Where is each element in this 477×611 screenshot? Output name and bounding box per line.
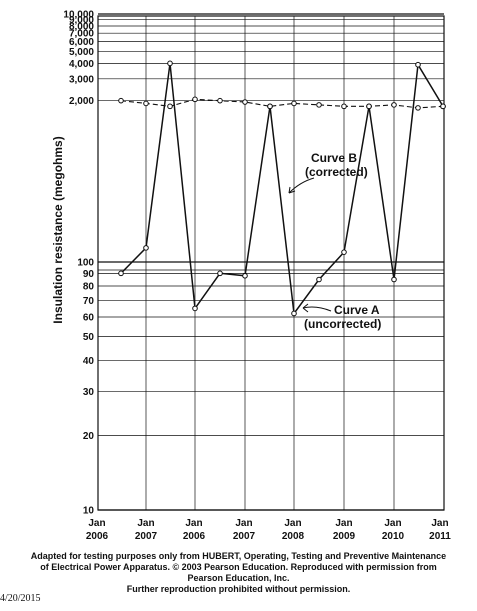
- x-tick-label-month: Jan: [335, 518, 352, 529]
- y-axis-label: Insulation resistance (megohms): [51, 136, 65, 323]
- curve-b-point: [167, 103, 173, 110]
- curve-b-point: [440, 103, 446, 110]
- date-stamp: 4/20/2015: [0, 593, 41, 604]
- y-tick-label: 6,000: [69, 37, 94, 48]
- y-tick-label: 5,000: [69, 47, 94, 58]
- y-tick-label: 70: [83, 296, 95, 307]
- y-tick-label: 30: [83, 387, 95, 398]
- caption-line-1: Adapted for testing purposes only from H…: [30, 551, 447, 561]
- y-tick-label: 4,000: [69, 59, 94, 70]
- curve-b-point: [267, 103, 273, 110]
- y-tick-label: 60: [83, 313, 95, 324]
- curve-a-point: [167, 60, 173, 67]
- x-tick-label-year: 2007: [233, 531, 256, 542]
- x-tick-label-year: 2010: [382, 531, 405, 542]
- x-tick-label-month: Jan: [235, 518, 252, 529]
- x-tick-label-year: 2006: [86, 531, 109, 542]
- curve-b-label: Curve B: [311, 151, 357, 165]
- curve-b-point: [192, 96, 198, 103]
- x-tick-label-month: Jan: [284, 518, 301, 529]
- curve-a-point: [391, 276, 397, 283]
- curve-a-pointer-arrow: [302, 306, 332, 312]
- curve-a-point: [217, 270, 223, 277]
- curve-a-label: Curve A: [334, 303, 380, 317]
- curve-b-point: [341, 103, 347, 110]
- y-tick-label: 50: [83, 332, 95, 343]
- chart-series: [118, 60, 446, 317]
- y-tick-label: 2,000: [69, 96, 94, 107]
- curve-a-sublabel: (uncorrected): [304, 317, 381, 331]
- y-tick-label: 3,000: [69, 74, 94, 85]
- curve-b-line: [120, 98, 444, 109]
- y-tick-label: 100: [77, 258, 94, 269]
- x-tick-label-year: 2011: [429, 531, 451, 542]
- curve-b-point: [391, 102, 397, 108]
- curve-b-point: [118, 97, 124, 104]
- caption-line-4: Further reproduction prohibited without …: [126, 584, 351, 594]
- y-tick-label: 40: [83, 356, 95, 367]
- x-tick-label-month: Jan: [137, 518, 154, 529]
- curve-a-pointer-arrowhead: [302, 303, 309, 313]
- curve-a-point: [341, 249, 347, 255]
- x-tick-label-month: Jan: [431, 518, 448, 529]
- y-tick-label: 20: [83, 431, 95, 442]
- curve-a-point: [118, 270, 124, 277]
- curve-b-point: [242, 99, 248, 105]
- x-tick-label-month: Jan: [185, 518, 202, 529]
- chart-grid: [97, 13, 445, 511]
- x-tick-label-month: Jan: [88, 518, 105, 529]
- curve-b-pointer-arrowhead: [288, 186, 296, 194]
- y-tick-label: 8,000: [69, 22, 94, 33]
- y-tick-label: 10: [83, 506, 95, 517]
- curve-a-point: [143, 245, 149, 251]
- caption-line-2: of Electrical Power Apparatus. © 2003 Pe…: [40, 562, 437, 572]
- curve-a-point: [415, 61, 421, 68]
- curve-b-sublabel: (corrected): [305, 165, 368, 179]
- curve-b-point: [415, 105, 421, 111]
- curve-a-point: [316, 276, 322, 283]
- curve-b-point: [217, 97, 223, 104]
- x-axis-tick-labels: Jan 2006 Jan 2007 Jan 2006 Jan 2007 Jan 2008 Jan 20…: [86, 518, 451, 542]
- curve-a-line: [120, 62, 444, 316]
- x-tick-label-year: 2006: [183, 531, 206, 542]
- y-tick-label: 9,000: [69, 15, 94, 26]
- curve-a-point: [242, 272, 248, 279]
- curve-b-point: [366, 103, 372, 110]
- curve-b-point: [143, 100, 149, 107]
- x-tick-label-year: 2007: [135, 531, 158, 542]
- curve-b-point: [316, 102, 322, 108]
- curve-a-point: [192, 305, 198, 312]
- y-tick-label: 7,000: [69, 29, 94, 40]
- y-tick-label: 80: [83, 282, 95, 293]
- x-tick-label-year: 2008: [282, 531, 305, 542]
- x-tick-label-month: Jan: [384, 518, 401, 529]
- caption-line-3: Pearson Education, Inc.: [187, 573, 290, 583]
- curve-a-point: [291, 310, 297, 317]
- source-caption: Adapted for testing purposes only from H…: [0, 551, 477, 595]
- x-tick-label-year: 2009: [333, 531, 356, 542]
- y-tick-label: 10,000: [63, 10, 94, 21]
- curve-b-pointer-arrow: [288, 177, 315, 194]
- curve-b-point: [291, 100, 297, 107]
- y-tick-label: 90: [83, 269, 95, 280]
